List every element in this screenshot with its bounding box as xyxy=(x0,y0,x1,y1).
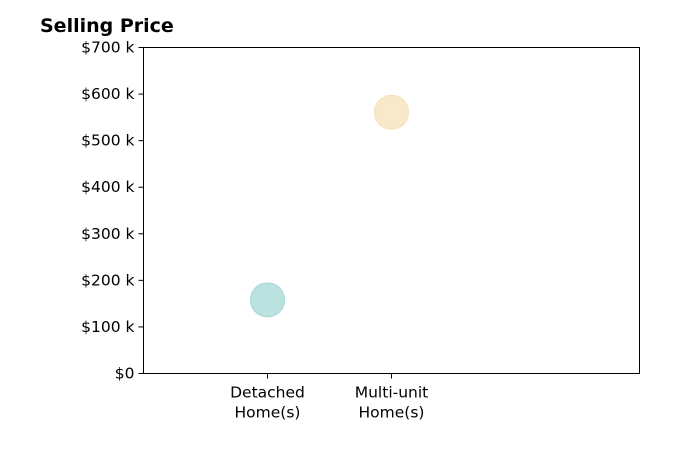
chart-title: Selling Price xyxy=(40,15,174,37)
data-points xyxy=(250,94,409,318)
x-tick-label: Detached Home(s) xyxy=(230,384,305,422)
x-tick-label: Multi-unit Home(s) xyxy=(355,384,429,422)
x-axis: Detached Home(s) Multi-unit Home(s) xyxy=(230,373,429,422)
y-axis: $0 $100 k $200 k $300 k $400 k $500 k $600 k $7… xyxy=(81,39,144,383)
y-tick-label: $400 k xyxy=(81,178,134,196)
y-tick-label: $300 k xyxy=(81,225,134,243)
y-tick-label: $200 k xyxy=(81,271,134,289)
data-point[interactable] xyxy=(250,282,285,318)
y-tick-label: $600 k xyxy=(81,85,134,103)
y-tick-label: $700 k xyxy=(81,39,134,57)
data-point[interactable] xyxy=(374,94,409,130)
y-tick-label: $100 k xyxy=(81,318,134,336)
y-tick-label: $0 xyxy=(115,365,135,383)
y-tick-label: $500 k xyxy=(81,132,134,150)
